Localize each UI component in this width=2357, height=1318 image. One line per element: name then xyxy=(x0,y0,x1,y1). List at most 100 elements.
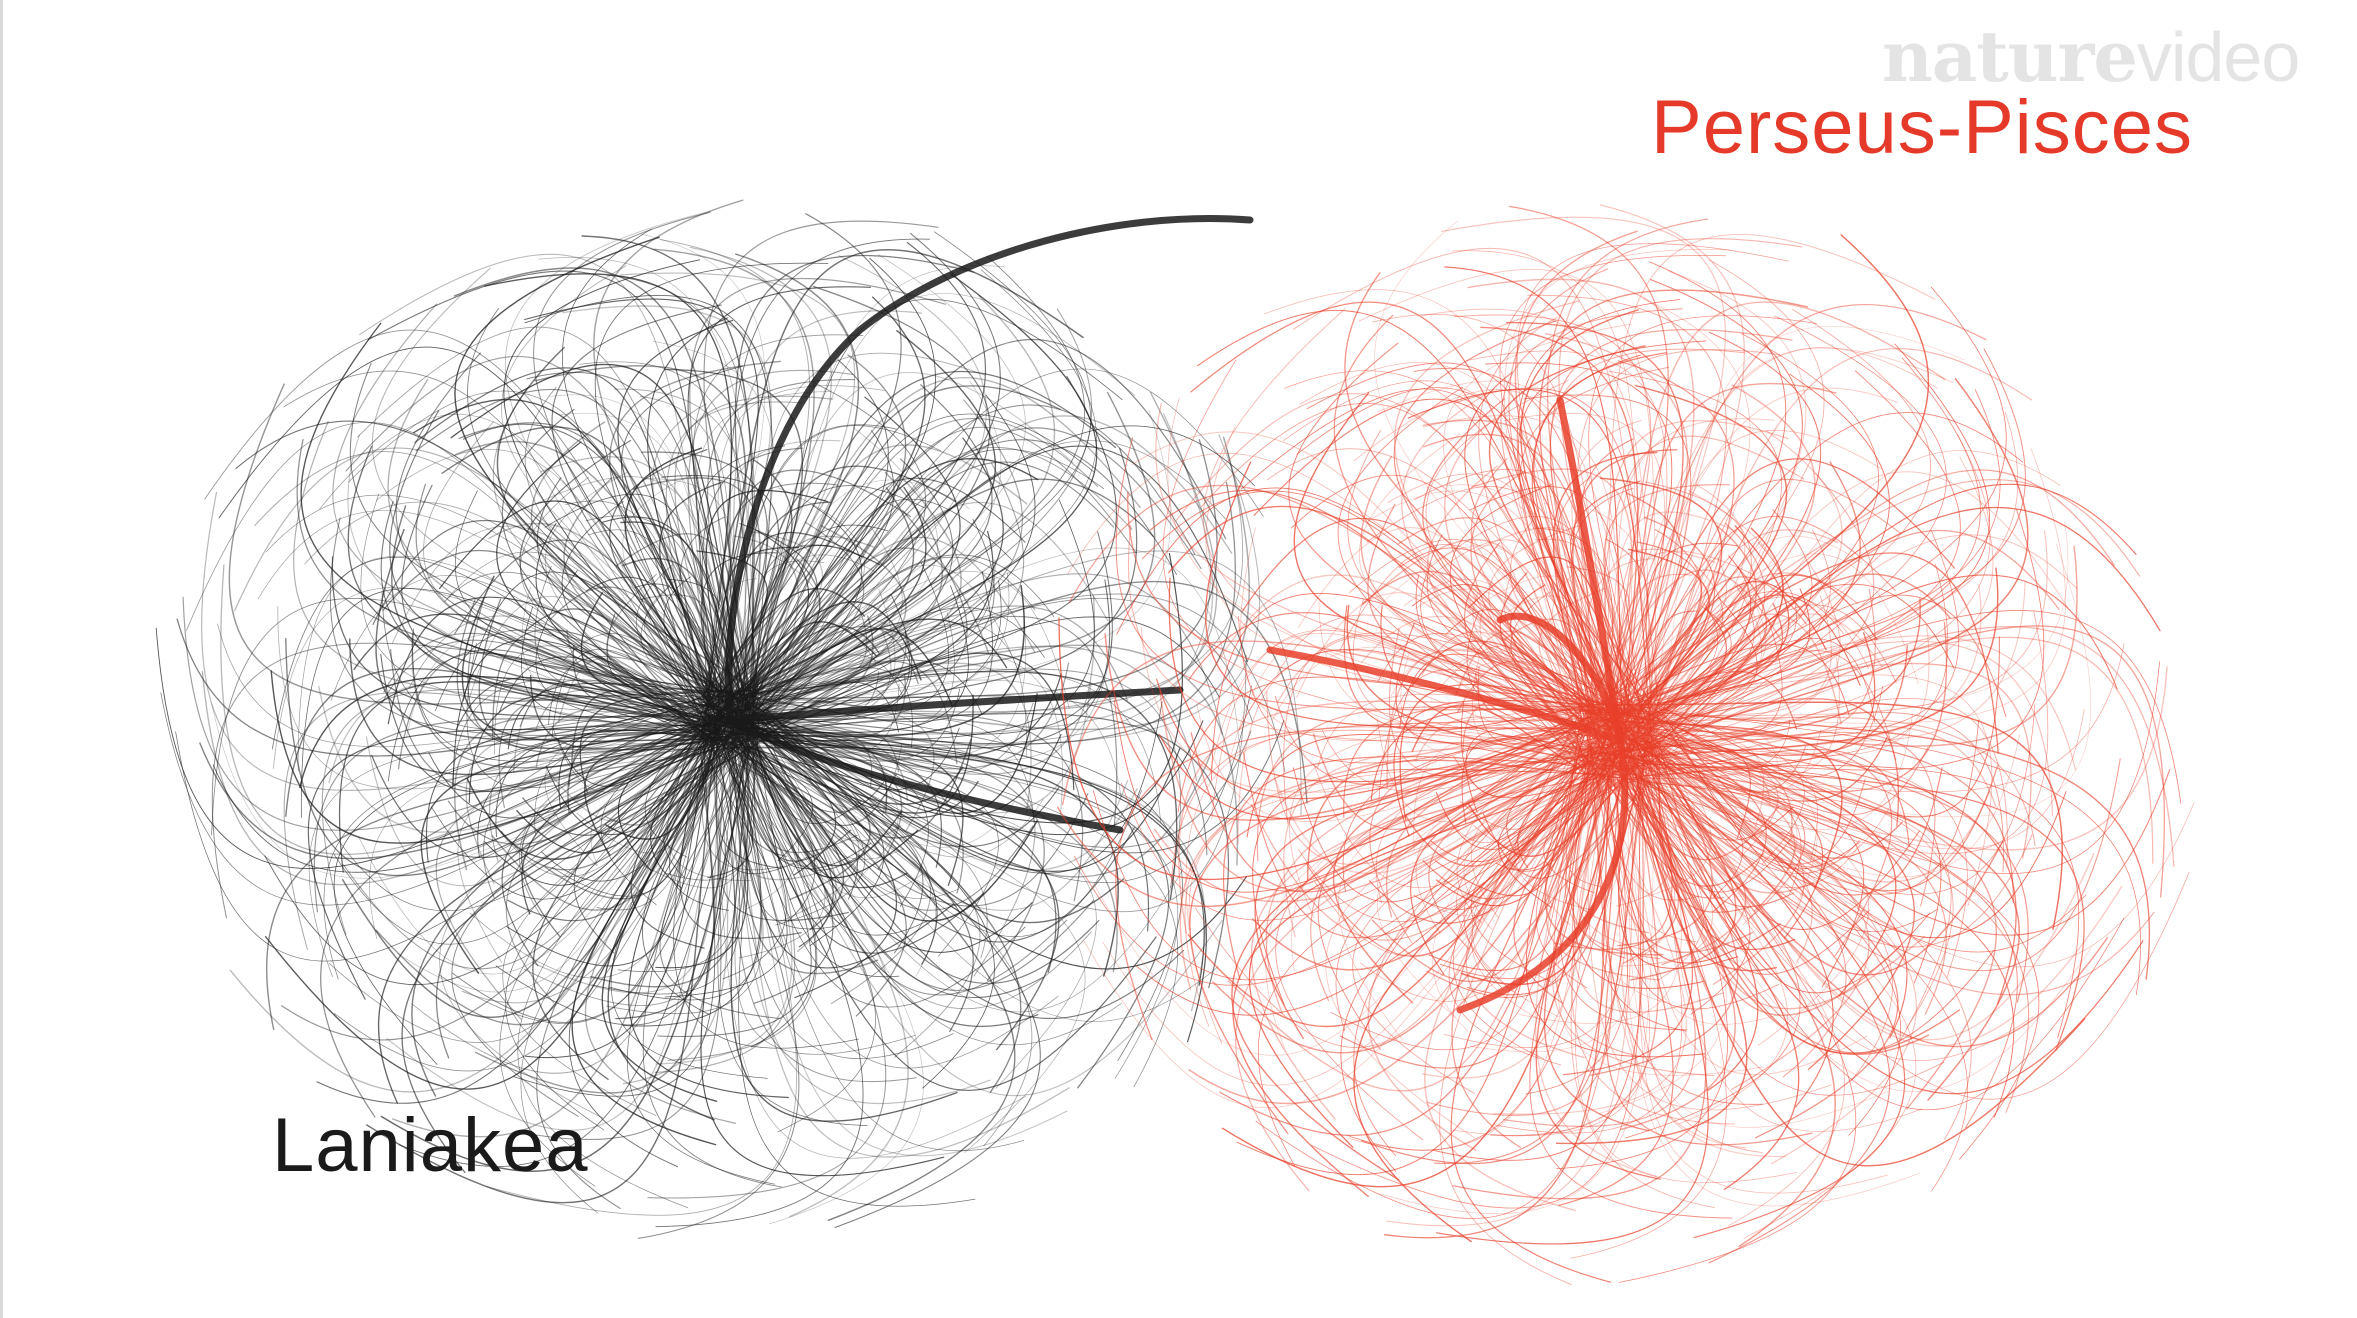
laniakea-flow-line xyxy=(741,746,1015,848)
laniakea-flow-line xyxy=(535,522,715,741)
perseus-pisces-flow-line xyxy=(1593,259,1825,738)
perseus-pisces-flow-line xyxy=(1465,733,1603,1059)
laniakea-flow-line xyxy=(727,654,903,707)
perseus-pisces-flow-line xyxy=(1337,733,1660,1041)
perseus-pisces-flow-line xyxy=(1310,701,1620,1002)
laniakea-flow-line xyxy=(753,415,1233,731)
laniakea-flow-line xyxy=(415,388,745,723)
laniakea-flow-line xyxy=(679,516,734,744)
perseus-pisces-flow-line xyxy=(1597,772,1751,1015)
perseus-pisces-flow-line xyxy=(1599,490,1784,771)
laniakea-flow-line xyxy=(228,383,729,705)
perseus-pisces-flow-line xyxy=(1293,392,1632,714)
laniakea-flow-line xyxy=(456,599,706,751)
perseus-pisces-flow-line xyxy=(1187,743,1601,1028)
laniakea-flow-line xyxy=(667,579,724,728)
perseus-pisces-flow-line xyxy=(1598,744,1751,840)
laniakea-flow-line xyxy=(708,723,1027,1159)
perseus-pisces-flow-line xyxy=(1523,394,1692,724)
perseus-pisces-flow-line xyxy=(1648,731,1781,789)
laniakea-flow-line xyxy=(591,721,741,995)
laniakea-flow-line xyxy=(307,728,709,1000)
laniakea-flow-line xyxy=(458,422,707,742)
perseus-pisces-flow-line xyxy=(1401,389,1589,769)
perseus-pisces-flow-line xyxy=(1231,708,1584,1181)
perseus-pisces-flow-line xyxy=(1422,398,1661,721)
laniakea-flow-line xyxy=(484,273,733,749)
perseus-pisces-flow-line xyxy=(1179,721,1588,990)
laniakea-flow-line xyxy=(500,265,757,697)
perseus-pisces-flow-line xyxy=(1618,764,1868,1076)
laniakea-flow-line xyxy=(744,715,938,965)
perseus-pisces-flow-line xyxy=(1601,515,1896,772)
laniakea-flow-line xyxy=(729,741,1248,970)
perseus-pisces-flow-line xyxy=(1058,617,1633,881)
perseus-pisces-flow-line xyxy=(1313,715,1655,889)
perseus-pisces-flow-line xyxy=(1508,595,1629,719)
laniakea-flow-line xyxy=(492,628,716,741)
perseus-pisces-flow-line xyxy=(1306,759,1622,881)
laniakea-flow-line xyxy=(715,742,876,1133)
perseus-pisces-flow-line xyxy=(1298,527,1590,739)
perseus-pisces-flow-line xyxy=(1128,524,1611,749)
perseus-pisces-flow-line xyxy=(1597,492,1683,715)
perseus-pisces-flow-line xyxy=(1635,764,1901,1016)
perseus-pisces-flow-line xyxy=(1625,772,1781,1025)
laniakea-flow-line xyxy=(734,747,916,1055)
laniakea-flow-line xyxy=(703,670,1178,900)
laniakea-flow-line xyxy=(733,380,1002,727)
laniakea-flow-line xyxy=(703,595,1096,776)
perseus-pisces-flow-line xyxy=(1614,702,2141,996)
laniakea-flow-line xyxy=(212,738,730,873)
perseus-pisces-flow-line xyxy=(1557,702,1764,1076)
perseus-pisces-flow-line xyxy=(1155,402,1590,706)
perseus-pisces-flow-line xyxy=(1344,272,1639,713)
laniakea-flow-line xyxy=(299,675,743,789)
laniakea-flow-line xyxy=(257,510,726,696)
laniakea-flow-line xyxy=(716,695,955,969)
laniakea-flow-line xyxy=(254,451,704,734)
perseus-pisces-flow-line xyxy=(1255,734,1653,1219)
laniakea-flow-line xyxy=(674,395,834,717)
perseus-pisces-flow-line xyxy=(1642,697,2008,867)
laniakea-flow-line xyxy=(536,748,722,1141)
perseus-pisces-flow-line xyxy=(1589,261,1787,779)
perseus-pisces-flow-line xyxy=(1156,678,1644,800)
perseus-pisces-flow-line xyxy=(1527,294,1727,760)
perseus-pisces-flow-line xyxy=(1232,754,1604,1197)
perseus-pisces-flow-line xyxy=(1599,477,1723,748)
laniakea-flow-line xyxy=(318,685,745,833)
perseus-pisces-flow-line xyxy=(1630,636,2154,864)
laniakea-flow-line xyxy=(392,714,723,1138)
laniakea-flow-line xyxy=(513,748,716,1097)
perseus-pisces-flow-line xyxy=(1189,724,1661,1135)
perseus-pisces-flow-line xyxy=(1608,561,1841,774)
laniakea-flow-line xyxy=(700,425,942,711)
perseus-pisces-flow-line xyxy=(1421,631,1605,716)
laniakea-flow-line xyxy=(519,697,705,920)
perseus-pisces-flow-line xyxy=(1149,489,1594,750)
laniakea-flow-line xyxy=(381,639,730,746)
perseus-pisces-flow-line xyxy=(1240,527,1627,742)
laniakea-flow-line xyxy=(504,210,724,738)
laniakea-flow-line xyxy=(751,241,986,717)
laniakea-flow-line xyxy=(484,716,710,886)
laniakea-flow-line xyxy=(733,742,1086,1153)
laniakea-flow-line xyxy=(742,700,919,879)
perseus-pisces-flow-line xyxy=(1649,769,1759,1091)
perseus-pisces-flow-line xyxy=(1465,728,1603,813)
laniakea-flow-line xyxy=(741,717,1044,858)
laniakea-flow-line xyxy=(728,530,994,750)
laniakea-flow-line xyxy=(731,605,868,699)
perseus-pisces-flow-line xyxy=(1473,527,1634,735)
perseus-pisces-flow-line xyxy=(1644,481,1752,768)
laniakea-flow-line xyxy=(386,734,728,1131)
laniakea-flow-line xyxy=(408,615,743,737)
perseus-pisces-flow-line xyxy=(1633,755,1796,951)
laniakea-flow-line xyxy=(709,692,1062,817)
perseus-pisces-flow-line xyxy=(1658,744,1795,908)
perseus-pisces-flow-line xyxy=(1582,580,2026,742)
perseus-pisces-flow-line xyxy=(1611,471,2069,775)
perseus-pisces-flow-line xyxy=(1632,704,1920,930)
